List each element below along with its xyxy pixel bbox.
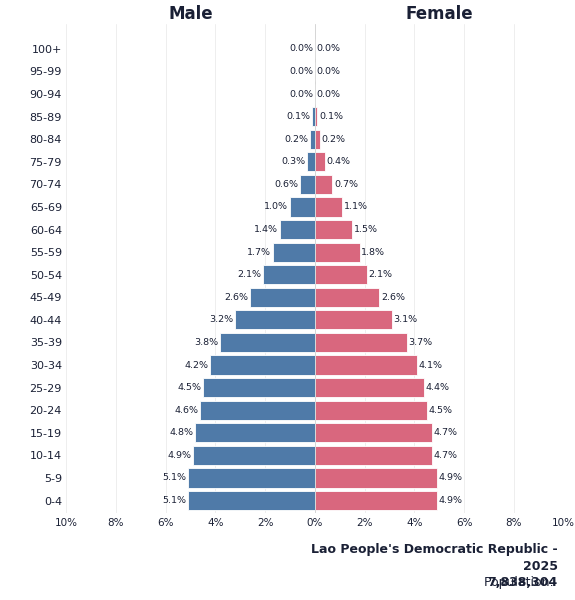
Bar bbox=[315, 310, 392, 329]
Bar bbox=[300, 175, 315, 194]
Text: 4.4%: 4.4% bbox=[426, 383, 450, 392]
Bar bbox=[220, 333, 315, 352]
Text: 0.1%: 0.1% bbox=[319, 112, 343, 121]
Text: 4.6%: 4.6% bbox=[175, 406, 199, 415]
Text: 4.5%: 4.5% bbox=[428, 406, 453, 415]
Text: 0.0%: 0.0% bbox=[317, 67, 340, 76]
Bar bbox=[188, 491, 315, 510]
Text: 0.3%: 0.3% bbox=[282, 157, 305, 166]
Text: Male: Male bbox=[168, 5, 213, 23]
Text: 4.7%: 4.7% bbox=[434, 451, 458, 460]
Text: 3.1%: 3.1% bbox=[394, 316, 418, 325]
Text: Lao People's Democratic Republic -: Lao People's Democratic Republic - bbox=[311, 543, 558, 556]
Text: 0.2%: 0.2% bbox=[284, 134, 308, 143]
Bar bbox=[196, 423, 315, 442]
Bar bbox=[235, 310, 315, 329]
Text: 0.2%: 0.2% bbox=[321, 134, 346, 143]
Bar bbox=[315, 152, 325, 172]
Bar bbox=[312, 107, 315, 126]
Text: 4.7%: 4.7% bbox=[434, 428, 458, 437]
Bar bbox=[203, 378, 315, 397]
Bar bbox=[263, 265, 315, 284]
Bar bbox=[315, 197, 342, 217]
Text: 2.1%: 2.1% bbox=[237, 270, 261, 279]
Text: 0.6%: 0.6% bbox=[274, 180, 298, 189]
Bar bbox=[310, 130, 315, 149]
Text: 3.8%: 3.8% bbox=[194, 338, 218, 347]
Bar bbox=[315, 287, 380, 307]
Text: 3.7%: 3.7% bbox=[409, 338, 433, 347]
Text: 1.8%: 1.8% bbox=[361, 248, 385, 257]
Text: 0.0%: 0.0% bbox=[317, 89, 340, 98]
Text: 5.1%: 5.1% bbox=[162, 496, 186, 505]
Bar bbox=[201, 401, 315, 420]
Text: 0.0%: 0.0% bbox=[317, 44, 340, 53]
Bar bbox=[315, 378, 424, 397]
Bar bbox=[315, 491, 436, 510]
Text: 1.7%: 1.7% bbox=[247, 248, 271, 257]
Bar bbox=[315, 220, 352, 239]
Text: Population:: Population: bbox=[484, 576, 558, 589]
Text: 0.1%: 0.1% bbox=[286, 112, 311, 121]
Text: 2.6%: 2.6% bbox=[224, 293, 248, 302]
Text: Female: Female bbox=[405, 5, 473, 23]
Text: 2.1%: 2.1% bbox=[369, 270, 393, 279]
Bar bbox=[315, 175, 332, 194]
Bar bbox=[250, 287, 315, 307]
Bar bbox=[315, 355, 417, 374]
Bar bbox=[315, 333, 407, 352]
Bar bbox=[290, 197, 315, 217]
Text: 4.2%: 4.2% bbox=[185, 361, 209, 370]
Text: 0.0%: 0.0% bbox=[289, 44, 313, 53]
Text: 4.9%: 4.9% bbox=[438, 496, 462, 505]
Text: PopulationPyramid.net: PopulationPyramid.net bbox=[28, 562, 185, 575]
Bar bbox=[315, 107, 317, 126]
Text: 2.6%: 2.6% bbox=[381, 293, 405, 302]
Bar bbox=[193, 446, 315, 465]
Text: 4.8%: 4.8% bbox=[170, 428, 194, 437]
Text: 2025: 2025 bbox=[523, 560, 558, 573]
Bar bbox=[315, 130, 320, 149]
Bar bbox=[315, 469, 436, 488]
Text: 1.4%: 1.4% bbox=[254, 225, 278, 234]
Text: 0.0%: 0.0% bbox=[289, 89, 313, 98]
Text: 0.0%: 0.0% bbox=[289, 67, 313, 76]
Bar bbox=[188, 469, 315, 488]
Text: 1.0%: 1.0% bbox=[264, 202, 288, 211]
Bar bbox=[273, 242, 315, 262]
Text: 0.4%: 0.4% bbox=[327, 157, 351, 166]
Text: 1.5%: 1.5% bbox=[354, 225, 378, 234]
Bar bbox=[315, 401, 427, 420]
Text: 3.2%: 3.2% bbox=[209, 316, 233, 325]
Text: 5.1%: 5.1% bbox=[162, 473, 186, 482]
Text: 7,838,304: 7,838,304 bbox=[488, 576, 558, 589]
Text: 1.1%: 1.1% bbox=[344, 202, 368, 211]
Bar bbox=[280, 220, 315, 239]
Bar bbox=[315, 242, 359, 262]
Text: 4.9%: 4.9% bbox=[167, 451, 191, 460]
Bar bbox=[315, 423, 432, 442]
Text: 4.9%: 4.9% bbox=[438, 473, 462, 482]
Text: 4.5%: 4.5% bbox=[177, 383, 201, 392]
Text: 4.1%: 4.1% bbox=[419, 361, 443, 370]
Bar bbox=[210, 355, 315, 374]
Bar bbox=[315, 446, 432, 465]
Bar bbox=[315, 265, 367, 284]
Bar bbox=[308, 152, 315, 172]
Text: 0.7%: 0.7% bbox=[334, 180, 358, 189]
